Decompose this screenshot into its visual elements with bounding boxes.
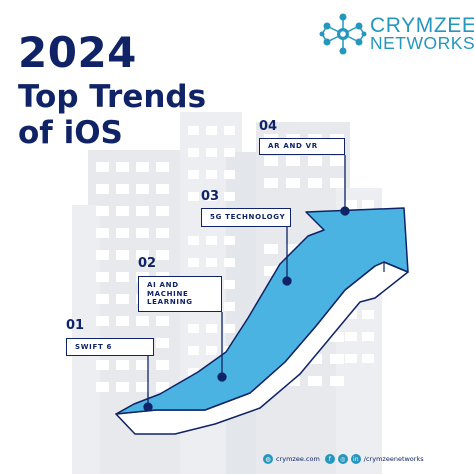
brand-logo: CRYMZEE NETWORKS — [319, 12, 474, 56]
trend-03-marker — [282, 276, 292, 286]
brand-subtitle: NETWORKS — [370, 33, 474, 53]
footer-contact: ◍ crymzee.com f ◎ in /crymzeenetworks — [263, 450, 472, 468]
trend-02-marker — [217, 372, 227, 382]
trend-04-marker — [340, 206, 350, 216]
trend-01-number: 01 — [66, 318, 85, 333]
trend-02-label: AI AND MACHINE LEARNING — [138, 276, 222, 312]
title-year: 2024 — [18, 28, 137, 77]
trend-04-label: AR AND VR — [259, 138, 345, 155]
trend-arrow — [115, 207, 409, 435]
social-handle[interactable]: /crymzeenetworks — [363, 455, 424, 463]
trend-04-number: 04 — [259, 119, 278, 134]
linkedin-icon[interactable]: in — [350, 454, 361, 464]
trend-03-number: 03 — [201, 189, 220, 204]
trend-02-number: 02 — [138, 256, 157, 271]
title-line-2: of iOS — [18, 115, 123, 151]
instagram-icon[interactable]: ◎ — [337, 454, 348, 464]
facebook-icon[interactable]: f — [324, 454, 335, 464]
title-line-1: Top Trends — [18, 79, 207, 115]
network-nodes-icon — [319, 13, 367, 55]
trend-03-label: 5G TECHNOLOGY — [201, 208, 291, 227]
trend-01-label: SWIFT 6 — [66, 338, 154, 356]
website-link[interactable]: crymzee.com — [276, 455, 320, 463]
trend-01-marker — [143, 402, 153, 412]
brand-name: CRYMZEE — [370, 14, 474, 37]
arrow-body — [115, 207, 409, 415]
trend-connectors — [143, 155, 350, 412]
globe-icon: ◍ — [263, 454, 273, 464]
